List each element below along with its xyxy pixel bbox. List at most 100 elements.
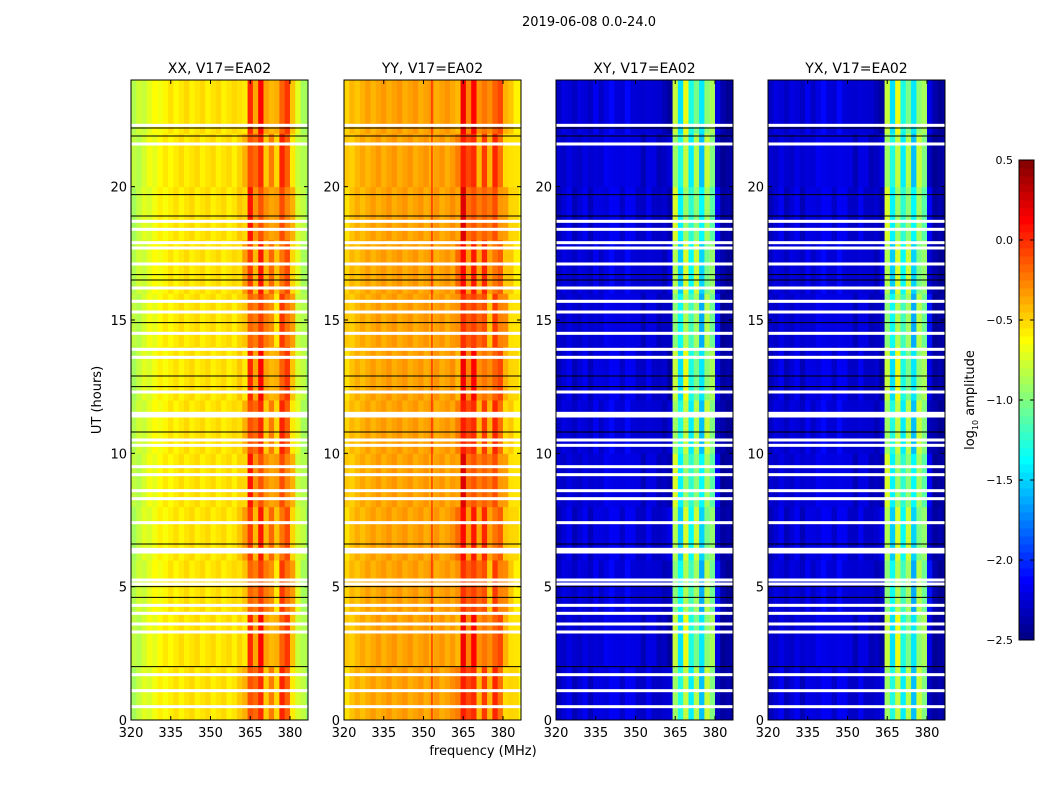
heatmap-cell [608, 613, 615, 668]
heatmap-cell [513, 133, 520, 188]
heatmap-cell [513, 453, 520, 508]
heatmap-cell [152, 80, 158, 134]
heatmap-cell [640, 506, 647, 561]
colorbar-tick-label: −0.5 [986, 314, 1013, 327]
heatmap-cell [518, 186, 522, 241]
heatmap-cell [714, 346, 721, 401]
heatmap-cell [365, 80, 371, 134]
heatmap-cell [136, 293, 143, 348]
heatmap-cell [836, 453, 843, 508]
heatmap-cell [768, 400, 774, 454]
heatmap-cell [651, 453, 658, 508]
heatmap-cell [439, 133, 446, 188]
heatmap-cell [884, 346, 891, 401]
heatmap-cell [672, 80, 679, 134]
heatmap-cell [608, 506, 615, 561]
panel-title: YX, V17=EA02 [804, 61, 907, 77]
heatmap-cell [226, 346, 233, 401]
heatmap-cell [836, 666, 843, 721]
heatmap-cell [561, 186, 568, 241]
heatmap-cell [226, 293, 233, 348]
colorbar-segment [1019, 608, 1034, 617]
heatmap-cell [205, 133, 211, 188]
heatmap-cell [608, 400, 615, 454]
heatmap-cell [677, 666, 684, 721]
heatmap-cell [603, 453, 610, 508]
heatmap-cell [778, 346, 785, 401]
heatmap-cell [651, 80, 658, 134]
heatmap-cell [247, 346, 254, 401]
heatmap-cell [847, 666, 854, 721]
heatmap-cell [210, 400, 217, 454]
heatmap-cell [508, 453, 515, 508]
heatmap-cell [614, 453, 621, 508]
heatmap-cell [502, 133, 509, 188]
heatmap-cell [619, 133, 626, 188]
heatmap-cell [396, 613, 403, 668]
heatmap-cell [194, 666, 201, 721]
heatmap-cell [157, 186, 164, 241]
heatmap-cell [247, 400, 254, 454]
heatmap-cell [868, 293, 875, 348]
heatmap-cell [826, 133, 833, 188]
heatmap-cell [842, 80, 848, 134]
flagged-row [131, 630, 308, 634]
heatmap-cell [852, 400, 859, 454]
heatmap-cell [889, 240, 896, 294]
heatmap-cell [173, 613, 180, 668]
heatmap-cell [699, 346, 705, 401]
heatmap-cell [624, 186, 631, 241]
heatmap-cell [258, 186, 264, 241]
heatmap-cell [365, 506, 371, 561]
heatmap-cell [289, 666, 296, 721]
heatmap-cell [141, 293, 148, 348]
heatmap-cell [375, 240, 382, 294]
heatmap-cell [900, 133, 907, 188]
heatmap-cell [900, 186, 907, 241]
flagged-row [131, 246, 308, 250]
heatmap-cell [268, 666, 275, 721]
heatmap-cell [921, 186, 928, 241]
colorbar-segment [1019, 248, 1034, 257]
heatmap-cell [773, 506, 780, 561]
heatmap-cell [263, 133, 270, 188]
heatmap-cell [783, 240, 790, 294]
heatmap-cell [141, 613, 148, 668]
flagged-row [556, 310, 733, 314]
y-axis-label: UT (hours) [90, 366, 105, 434]
heatmap-cell [926, 133, 933, 188]
heatmap-cell [593, 133, 599, 188]
colorbar-segment [1019, 344, 1034, 353]
heatmap-cell [162, 346, 169, 401]
heatmap-cell [183, 133, 190, 188]
heatmap-cell [279, 506, 286, 561]
heatmap-cell [513, 400, 520, 454]
heatmap-cell [635, 400, 642, 454]
heatmap-cell [289, 506, 296, 561]
heatmap-cell [194, 613, 201, 668]
heatmap-cell [381, 80, 387, 134]
heatmap-cell [858, 133, 864, 188]
heatmap-cell [858, 186, 864, 241]
y-tick-label: 5 [332, 581, 340, 596]
heatmap-cell [449, 240, 456, 294]
heatmap-cell [836, 133, 843, 188]
heatmap-cell [587, 346, 594, 401]
heatmap-cell [820, 293, 827, 348]
heatmap-cell [778, 80, 785, 134]
heatmap-cell [252, 453, 259, 508]
heatmap-cell [889, 666, 896, 721]
heatmap-cell [831, 80, 838, 134]
heatmap-cell [210, 293, 217, 348]
heatmap-cell [677, 613, 684, 668]
heatmap-cell [471, 613, 477, 668]
heatmap-cell [407, 240, 414, 294]
heatmap-cell [624, 506, 631, 561]
heatmap-cell [173, 666, 180, 721]
y-tick-label: 10 [747, 447, 764, 462]
colorbar-segment [1019, 448, 1034, 457]
heatmap-cell [131, 453, 137, 508]
heatmap-cell [582, 293, 589, 348]
heatmap-cell [688, 80, 695, 134]
heatmap-cell [582, 506, 589, 561]
